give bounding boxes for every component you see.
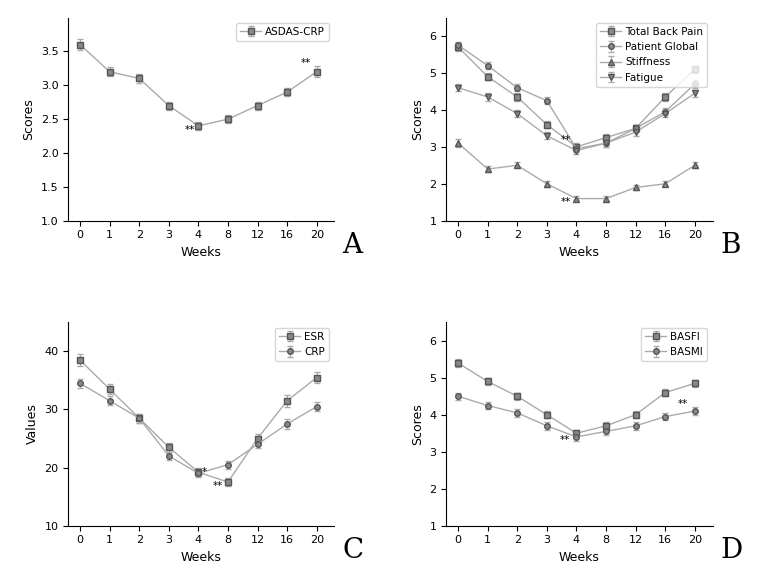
Text: D: D: [720, 537, 742, 564]
Text: **: **: [561, 197, 572, 207]
Text: **: **: [559, 435, 570, 445]
Y-axis label: Scores: Scores: [411, 98, 424, 140]
Text: B: B: [720, 232, 741, 259]
Legend: Total Back Pain, Patient Global, Stiffness, Fatigue: Total Back Pain, Patient Global, Stiffne…: [596, 23, 707, 86]
Legend: ASDAS-CRP: ASDAS-CRP: [236, 23, 329, 41]
Legend: BASFI, BASMI: BASFI, BASMI: [641, 328, 707, 361]
X-axis label: Weeks: Weeks: [181, 246, 222, 259]
Y-axis label: Scores: Scores: [22, 98, 35, 140]
Text: *: *: [202, 467, 207, 477]
Text: **: **: [212, 481, 223, 491]
Text: **: **: [184, 125, 195, 135]
Y-axis label: Scores: Scores: [411, 403, 424, 445]
Y-axis label: Values: Values: [26, 404, 39, 444]
Text: **: **: [561, 135, 572, 145]
Text: C: C: [342, 537, 363, 564]
Text: **: **: [301, 58, 312, 68]
X-axis label: Weeks: Weeks: [559, 246, 600, 259]
Text: **: **: [678, 399, 688, 409]
X-axis label: Weeks: Weeks: [181, 551, 222, 564]
X-axis label: Weeks: Weeks: [559, 551, 600, 564]
Text: A: A: [342, 232, 362, 259]
Legend: ESR, CRP: ESR, CRP: [275, 328, 329, 361]
